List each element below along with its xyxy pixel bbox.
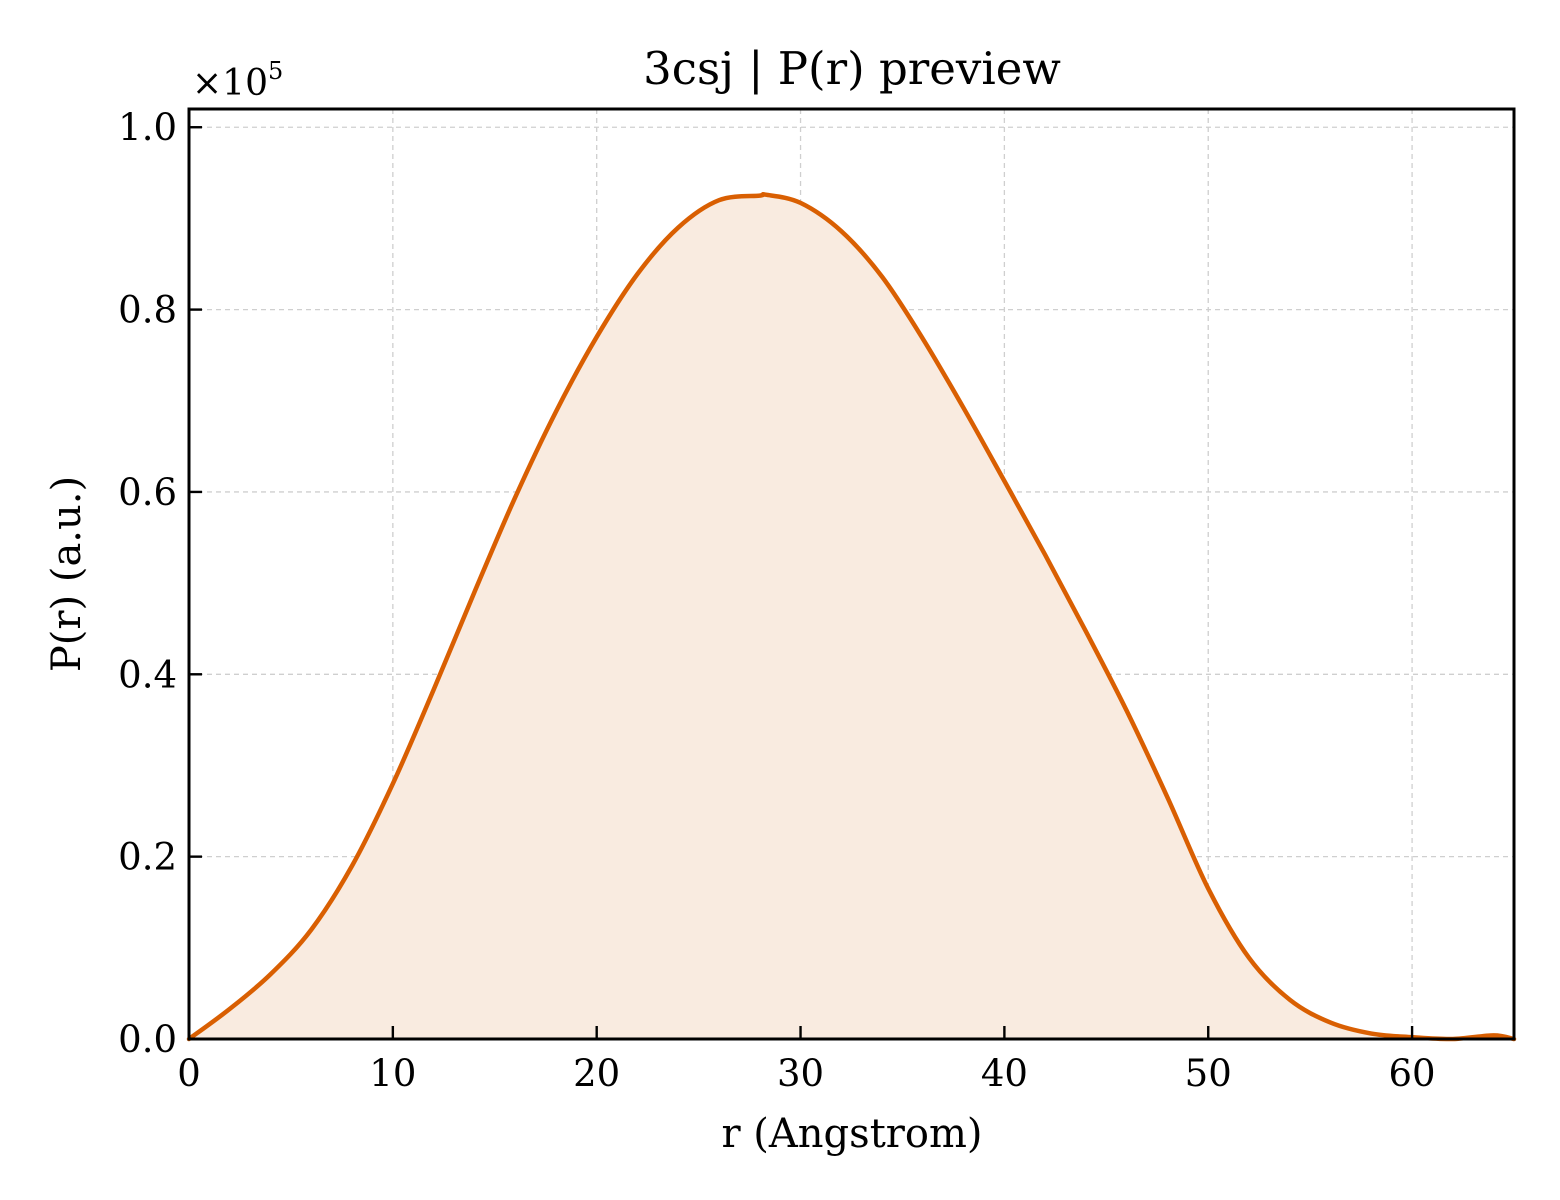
y-offset-base: ×10 xyxy=(192,63,268,104)
y-tick-label: 0.2 xyxy=(118,836,177,879)
x-tick-label: 30 xyxy=(777,1052,824,1095)
x-tick-label: 20 xyxy=(573,1052,620,1095)
y-tick-label: 0.0 xyxy=(118,1018,177,1061)
y-axis-label: P(r) (a.u.) xyxy=(44,476,90,672)
chart-title: 3csj | P(r) preview xyxy=(643,42,1061,95)
y-axis-ticks: 0.0 0.2 0.4 0.6 0.8 1.0 xyxy=(118,106,202,1061)
y-offset-exponent: 5 xyxy=(268,57,283,85)
x-tick-label: 60 xyxy=(1389,1052,1436,1095)
x-axis-label: r (Angstrom) xyxy=(721,1111,982,1157)
x-tick-label: 50 xyxy=(1185,1052,1232,1095)
x-tick-label: 10 xyxy=(369,1052,416,1095)
x-axis-ticks: 0 10 20 30 40 50 60 xyxy=(177,1026,1436,1095)
series-line xyxy=(186,191,1517,1042)
y-tick-label: 0.6 xyxy=(118,471,177,514)
y-tick-label: 0.8 xyxy=(118,289,177,332)
plot-frame xyxy=(187,107,1516,1041)
y-tick-label: 0.4 xyxy=(118,653,177,696)
x-tick-label: 40 xyxy=(981,1052,1028,1095)
y-axis-offset-label: ×105 xyxy=(192,57,283,104)
series-area-fill xyxy=(189,194,1514,1040)
y-tick-label: 1.0 xyxy=(118,106,177,149)
x-tick-label: 0 xyxy=(177,1052,201,1095)
